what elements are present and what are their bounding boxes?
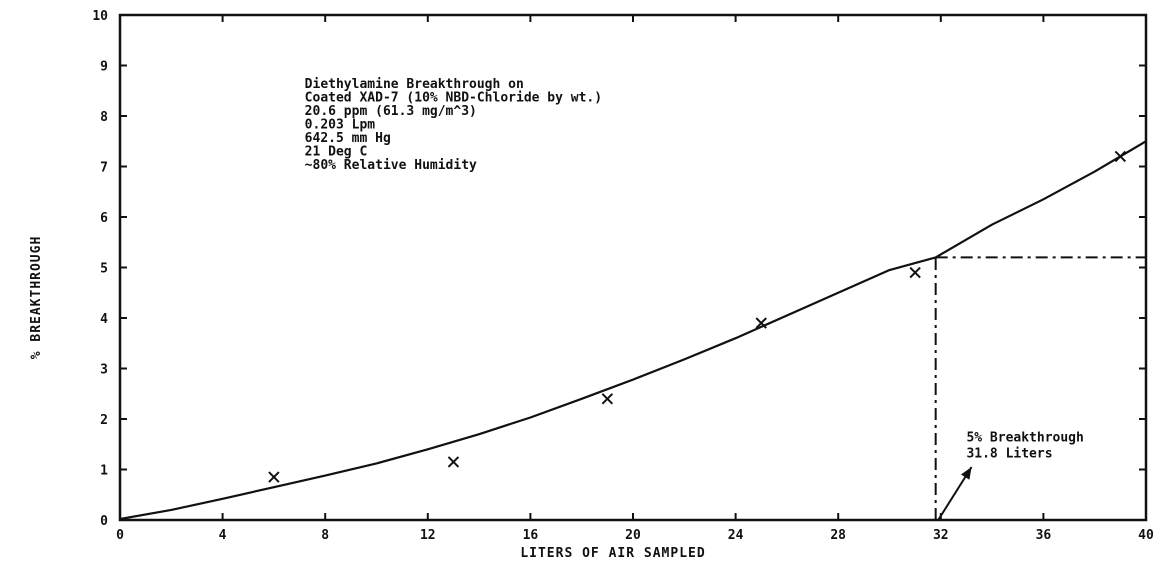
y-tick-label: 0 [100, 514, 108, 529]
x-tick-label: 8 [321, 528, 329, 543]
x-tick-label: 4 [219, 528, 227, 543]
callout-line: 31.8 Liters [966, 447, 1052, 462]
x-tick-label: 36 [1036, 528, 1052, 543]
x-tick-label: 28 [830, 528, 846, 543]
callout-arrowhead [960, 466, 972, 480]
axis-ticks [119, 14, 1147, 521]
marker-stroke [601, 393, 614, 405]
annotation-line: 0.203 Lpm [305, 118, 376, 133]
marker-stroke [268, 471, 280, 483]
breakthrough-callout: 5% Breakthrough 31.8 Liters [937, 431, 1084, 521]
data-point-marker [1114, 150, 1127, 163]
x-tick-label: 24 [728, 528, 744, 543]
y-tick-label: 5 [100, 262, 108, 277]
x-tick-label: 12 [420, 528, 436, 543]
callout-line: 5% Breakthrough [966, 431, 1083, 446]
x-axis-title: LITERS OF AIR SAMPLED [520, 546, 705, 561]
x-tick-label: 16 [523, 528, 539, 543]
marker-stroke [909, 266, 921, 279]
marker-stroke [755, 317, 767, 329]
y-tick-label: 3 [100, 363, 108, 378]
marker-stroke [447, 456, 460, 468]
y-tick-label: 2 [100, 413, 108, 428]
data-point-marker [909, 266, 921, 279]
y-tick-label: 6 [100, 211, 108, 226]
y-tick-label: 9 [100, 60, 108, 75]
marker-stroke [1114, 150, 1127, 163]
annotation-line: Coated XAD-7 (10% NBD-Chloride by wt.) [305, 91, 602, 106]
chart-annotation: Diethylamine Breakthrough on Coated XAD-… [305, 77, 602, 173]
breakthrough-curve [119, 140, 1147, 521]
annotation-line: 642.5 mm Hg [305, 131, 391, 146]
annotation-line: 21 Deg C [305, 145, 368, 160]
x-tick-label: 20 [625, 528, 641, 543]
data-point-marker [268, 471, 280, 483]
data-point-marker [755, 317, 767, 329]
y-tick-label: 7 [100, 161, 108, 176]
x-tick-label: 0 [116, 528, 124, 543]
annotation-line: ~80% Relative Humidity [305, 158, 477, 173]
y-axis-title: % BREAKTHROUGH [29, 236, 44, 360]
data-point-marker [447, 456, 460, 468]
y-tick-label: 4 [100, 312, 108, 327]
y-tick-label: 10 [92, 9, 108, 24]
data-point-marker [601, 393, 614, 405]
y-tick-label: 1 [100, 464, 108, 479]
series-layer [119, 140, 1147, 521]
x-tick-label: 40 [1138, 528, 1154, 543]
y-tick-label: 8 [100, 110, 108, 125]
annotation-line: Diethylamine Breakthrough on [305, 77, 524, 92]
annotation-line: 20.6 ppm (61.3 mg/m^3) [305, 104, 477, 119]
reference-lines [934, 256, 1146, 520]
x-tick-label: 32 [933, 528, 949, 543]
